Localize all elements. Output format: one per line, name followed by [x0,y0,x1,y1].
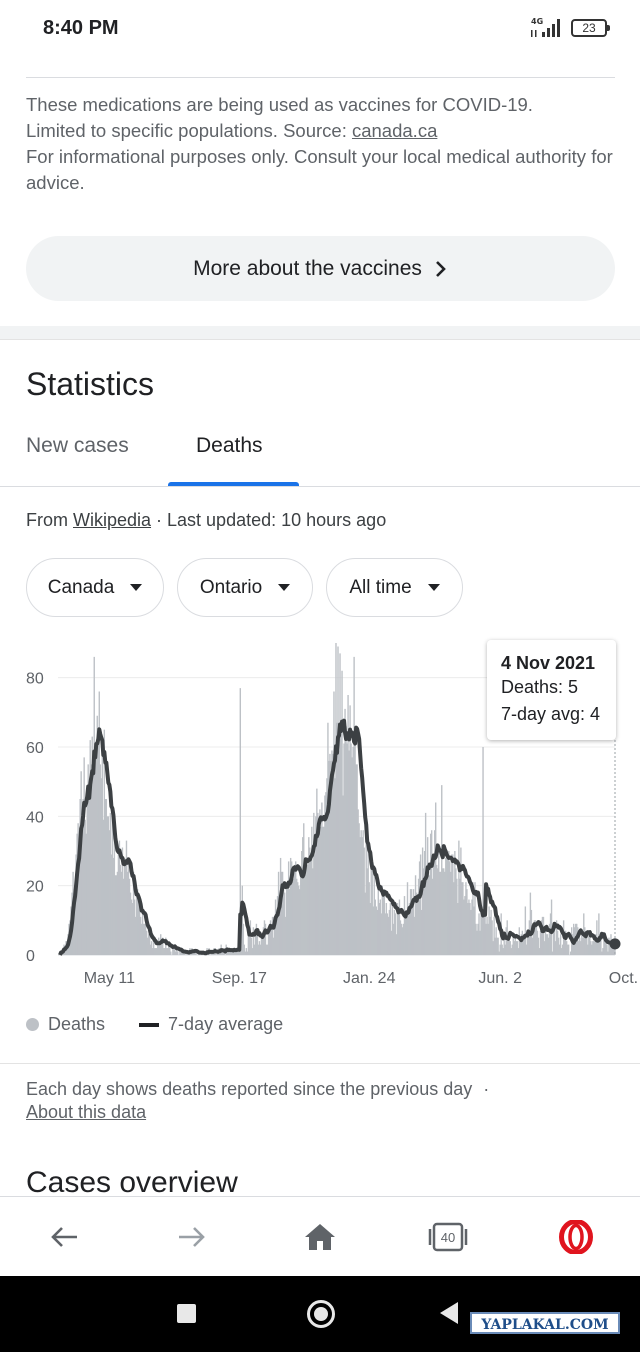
tab-deaths[interactable]: Deaths [196,434,263,457]
average-line [58,718,620,956]
data-note-separator: · [483,1079,490,1099]
home-button[interactable] [296,1213,344,1261]
x-tick-label: Jan. 24 [343,970,396,987]
x-tick-label: May 11 [84,970,135,987]
status-time: 8:40 PM [43,17,119,39]
forward-button[interactable] [168,1213,216,1261]
tab-selected-indicator [168,482,299,486]
signal-icon: 4G [531,17,560,37]
tab-new-cases[interactable]: New cases [26,434,129,457]
chart-x-ticks: May 11 Sep. 17 Jan. 24 Jun. 2 Oct. 9 [84,970,640,987]
time-range-dropdown[interactable]: All time [326,558,463,617]
chart-tooltip: 4 Nov 2021 Deaths: 5 7-day avg: 4 [487,640,616,740]
home-icon [305,1224,335,1250]
opera-menu-button[interactable] [552,1213,600,1261]
selected-point [609,938,621,950]
more-about-vaccines-button[interactable]: More about the vaccines [26,236,615,301]
browser-toolbar: 40 [0,1196,640,1276]
system-back-button[interactable] [440,1302,458,1324]
status-bar: 8:40 PM 4G 23 [0,0,640,56]
legend-average-swatch [139,1022,160,1027]
battery-icon: 23 [571,19,610,37]
section-separator [0,326,640,340]
source-line: From Wikipedia · Last updated: 10 hours … [26,510,386,531]
vaccine-line-1: These medications are being used as vacc… [26,94,533,115]
y-tick-label: 0 [26,948,35,965]
wikipedia-link[interactable]: Wikipedia [73,510,152,530]
battery-level: 23 [582,21,596,35]
vaccine-line-3: For informational purposes only. Consult… [26,146,613,193]
x-tick-label: Sep. 17 [212,970,267,987]
opera-logo-icon [559,1220,593,1254]
tooltip-deaths: Deaths: 5 [501,677,579,697]
vaccine-source-prefix: Limited to specific populations. Source: [26,120,352,141]
country-filter-value: Canada [47,576,115,598]
dropdown-caret-icon [278,584,291,591]
dropdown-caret-icon [130,584,143,591]
network-type: 4G [531,17,543,26]
divider [0,1063,640,1064]
time-range-value: All time [349,576,412,598]
chart-legend: Deaths 7-day average [26,1014,283,1035]
more-about-vaccines-label: More about the vaccines [193,256,422,280]
tabs-icon: 40 [428,1222,468,1252]
tooltip-average: 7-day avg: 4 [501,704,601,724]
chevron-right-icon [435,260,446,277]
canada-source-link[interactable]: canada.ca [351,120,438,141]
back-button[interactable] [40,1213,88,1261]
statistics-title: Statistics [26,366,155,402]
back-arrow-icon [51,1227,77,1247]
region-filter-dropdown[interactable]: Ontario [177,558,313,617]
cases-overview-title: Cases overview [26,1166,238,1199]
legend-average-label: 7-day average [168,1014,284,1034]
country-filter-dropdown[interactable]: Canada [26,558,164,617]
source-prefix: From [26,510,73,530]
legend-deaths-swatch [26,1018,39,1031]
watermark: YAPLAKAL.COM [470,1312,620,1334]
forward-arrow-icon [179,1227,205,1247]
legend-deaths-label: Deaths [48,1014,106,1034]
tabs-divider [0,486,640,487]
data-note: Each day shows deaths reported since the… [26,1078,616,1124]
vaccine-line-2: Limited to specific populations. Source:… [26,118,616,144]
chart-selection [609,740,621,955]
x-tick-label: Jun. 2 [478,970,522,987]
divider [26,77,615,78]
tabs-button[interactable]: 40 [424,1213,472,1261]
tooltip-date: 4 Nov 2021 [501,653,596,673]
region-filter-value: Ontario [199,576,263,598]
y-tick-label: 40 [26,809,44,826]
recents-button[interactable] [177,1304,196,1323]
dropdown-caret-icon [427,584,440,591]
about-this-data-link[interactable]: About this data [26,1102,147,1122]
data-note-text: Each day shows deaths reported since the… [26,1079,473,1099]
y-tick-label: 80 [26,671,44,688]
y-tick-label: 20 [26,879,44,896]
tabs-count: 40 [441,1230,455,1245]
vaccine-disclaimer: These medications are being used as vacc… [26,92,616,196]
system-home-button[interactable] [307,1300,335,1328]
chart-average-line [58,718,620,956]
last-updated: · Last updated: 10 hours ago [151,510,387,530]
x-tick-label: Oct. 9 [609,970,640,987]
y-tick-label: 60 [26,740,44,757]
chart-y-ticks: 0 20 40 60 80 [26,671,44,965]
